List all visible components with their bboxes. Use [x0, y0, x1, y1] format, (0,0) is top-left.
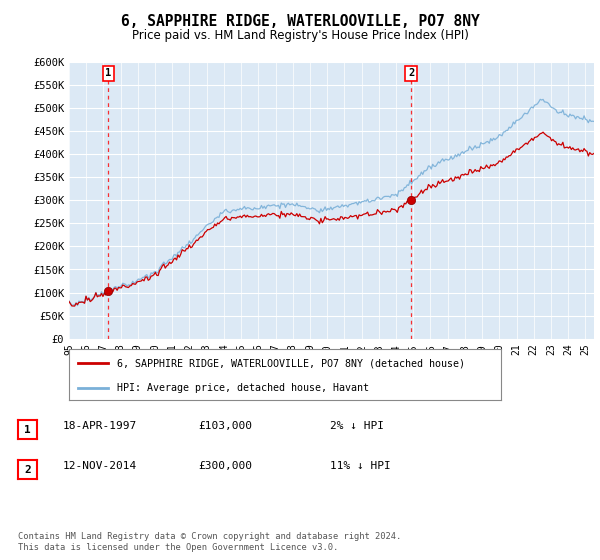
Text: 1: 1 — [24, 424, 31, 435]
Text: Price paid vs. HM Land Registry's House Price Index (HPI): Price paid vs. HM Land Registry's House … — [131, 29, 469, 42]
Text: 11% ↓ HPI: 11% ↓ HPI — [330, 461, 391, 471]
Text: 18-APR-1997: 18-APR-1997 — [63, 421, 137, 431]
Text: 2: 2 — [24, 465, 31, 475]
Text: 12-NOV-2014: 12-NOV-2014 — [63, 461, 137, 471]
Text: 1: 1 — [105, 68, 112, 78]
Text: £300,000: £300,000 — [198, 461, 252, 471]
Text: HPI: Average price, detached house, Havant: HPI: Average price, detached house, Hava… — [116, 382, 368, 393]
Text: 2: 2 — [408, 68, 414, 78]
Text: 6, SAPPHIRE RIDGE, WATERLOOVILLE, PO7 8NY (detached house): 6, SAPPHIRE RIDGE, WATERLOOVILLE, PO7 8N… — [116, 358, 464, 368]
Text: 6, SAPPHIRE RIDGE, WATERLOOVILLE, PO7 8NY: 6, SAPPHIRE RIDGE, WATERLOOVILLE, PO7 8N… — [121, 14, 479, 29]
Text: Contains HM Land Registry data © Crown copyright and database right 2024.
This d: Contains HM Land Registry data © Crown c… — [18, 532, 401, 552]
Text: £103,000: £103,000 — [198, 421, 252, 431]
Text: 2% ↓ HPI: 2% ↓ HPI — [330, 421, 384, 431]
